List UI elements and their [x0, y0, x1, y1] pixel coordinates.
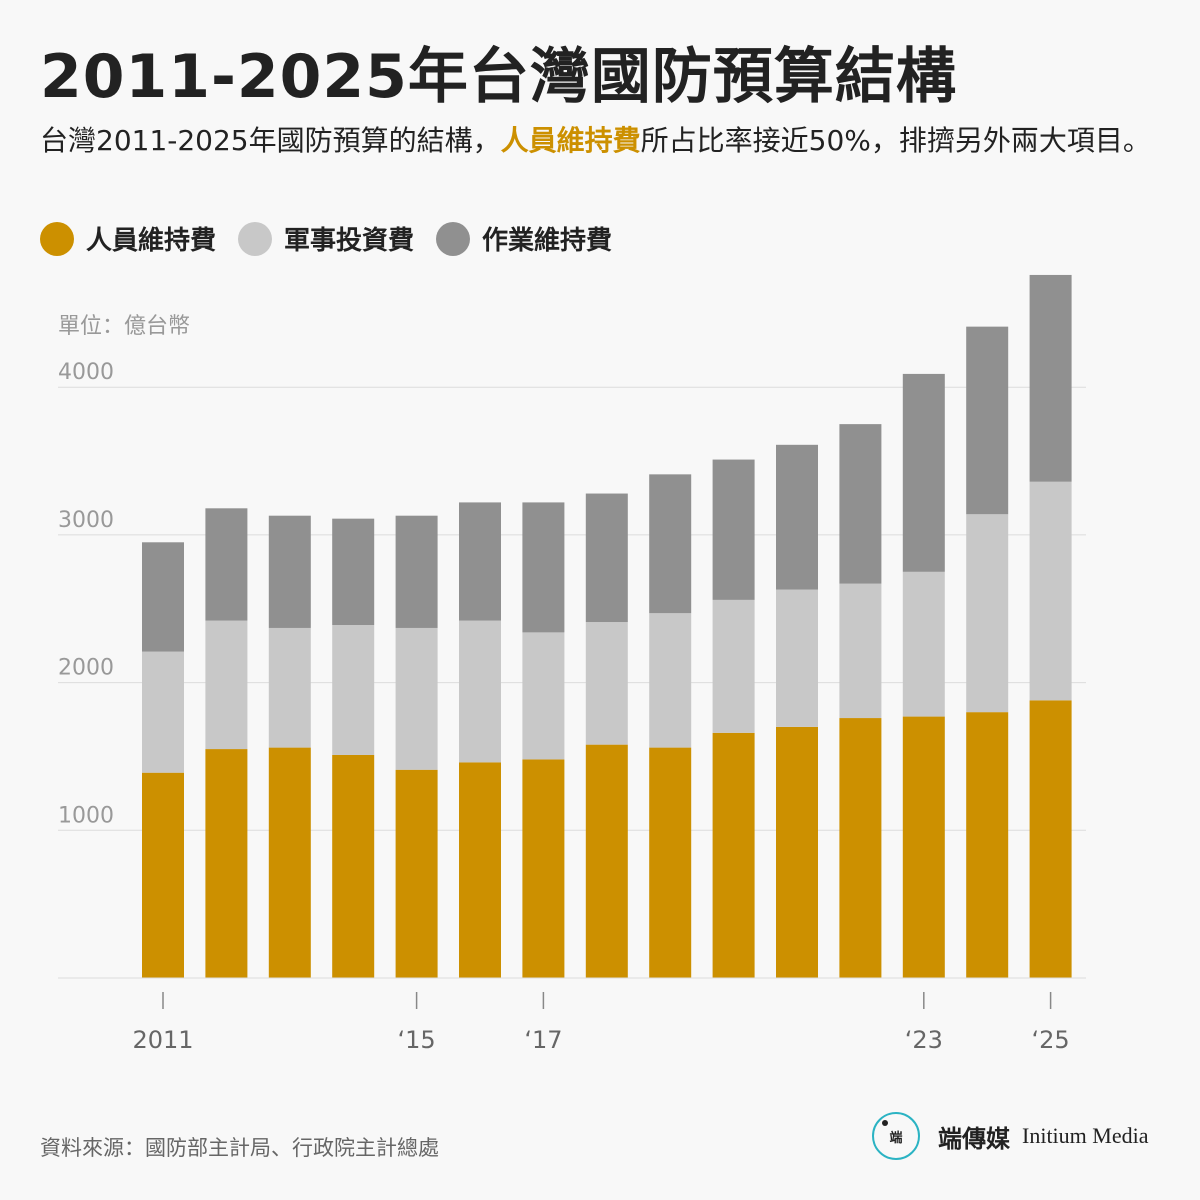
legend-label-operations: 作業維持費: [482, 226, 613, 256]
bar-segment-2025-operations: [1029, 274, 1072, 482]
bar-segment-2016-personnel: [459, 762, 501, 978]
logo[interactable]: 端 端傳媒 Initium Media: [872, 1112, 1148, 1160]
bar-segment-2020-personnel: [712, 732, 755, 978]
bar-segment-2012-investment: [205, 620, 248, 750]
bar-segment-2017-investment: [522, 632, 565, 760]
bar-segment-2022-personnel: [839, 718, 882, 978]
y-tick-label: 3000: [58, 508, 114, 533]
subtitle-highlight: 人員維持費: [500, 124, 641, 157]
bar-segment-2019-personnel: [649, 747, 692, 978]
legend-swatch-personnel: [40, 221, 74, 256]
bar-segment-2023-investment: [902, 571, 945, 717]
subtitle-text-before: 台灣2011-2025年國防預算的結構，: [40, 124, 501, 157]
bar-segment-2011-investment: [142, 651, 184, 773]
bar-segment-2013-operations: [268, 515, 311, 628]
legend-item-personnel: 人員維持費: [40, 220, 216, 257]
bar-segment-2015-investment: [395, 627, 438, 770]
bar-segment-2025-investment: [1029, 481, 1072, 701]
bar-segment-2018-personnel: [585, 744, 628, 978]
x-tick-label: 2011: [132, 1026, 193, 1054]
bar-segment-2014-investment: [332, 624, 375, 755]
bar-segment-2020-investment: [712, 599, 755, 733]
legend-item-investment: 軍事投資費: [238, 220, 414, 257]
bar-segment-2016-operations: [459, 502, 501, 621]
logo-mark-icon: 端: [872, 1112, 920, 1160]
bar-segment-2017-personnel: [522, 759, 565, 978]
bar-segment-2011-operations: [142, 542, 184, 652]
bar-segment-2019-operations: [649, 474, 692, 614]
bar-segment-2021-operations: [776, 444, 818, 590]
bar-segment-2014-personnel: [332, 754, 375, 978]
bar-segment-2016-investment: [459, 620, 501, 763]
bar-segment-2021-personnel: [776, 726, 818, 978]
bar-segment-2022-investment: [839, 583, 882, 719]
legend-item-operations: 作業維持費: [436, 220, 612, 257]
legend-label-investment: 軍事投資費: [284, 226, 415, 256]
bar-segment-2018-operations: [585, 493, 628, 623]
bar-segment-2024-operations: [966, 326, 1009, 515]
bar-segment-2017-operations: [522, 502, 565, 633]
bar-segment-2025-personnel: [1029, 700, 1072, 978]
bar-segment-2012-personnel: [205, 749, 248, 978]
bar-segment-2024-personnel: [966, 712, 1009, 978]
bar-segment-2020-operations: [712, 459, 755, 600]
x-tick-label: ‘15: [398, 1026, 436, 1054]
bar-segment-2015-operations: [395, 515, 438, 628]
subtitle-text-after: 所占比率接近50%，排擠另外兩大項目。: [640, 124, 1151, 157]
chart-subtitle: 台灣2011-2025年國防預算的結構，人員維持費所占比率接近50%，排擠另外兩…: [40, 118, 1170, 164]
chart-title: 2011-2025年台灣國防預算結構: [40, 42, 957, 112]
bar-segment-2018-investment: [585, 622, 628, 745]
logo-mark-text: 端: [889, 1130, 903, 1146]
x-tick-label: ‘23: [905, 1026, 943, 1054]
legend-swatch-operations: [436, 221, 471, 256]
y-tick-label: 1000: [58, 803, 114, 828]
logo-name-en: Initium Media: [1022, 1123, 1149, 1148]
x-tick-label: ‘17: [524, 1026, 562, 1054]
y-tick-label: 2000: [58, 656, 114, 681]
logo-dot-icon: [882, 1120, 888, 1126]
legend-swatch-investment: [238, 221, 273, 256]
bar-segment-2022-operations: [839, 424, 882, 584]
bar-segment-2023-operations: [902, 373, 945, 572]
x-tick-label: ‘25: [1032, 1026, 1070, 1054]
bar-segment-2023-personnel: [902, 716, 945, 978]
bar-segment-2021-investment: [776, 589, 818, 727]
logo-name-zh: 端傳媒: [938, 1123, 1010, 1153]
bar-segment-2012-operations: [205, 508, 248, 621]
unit-label: 單位：億台幣: [58, 314, 190, 339]
bar-segment-2015-personnel: [395, 769, 438, 978]
bar-segment-2019-investment: [649, 613, 692, 748]
bar-segment-2013-investment: [268, 627, 311, 748]
y-tick-label: 4000: [58, 360, 114, 385]
bar-segment-2013-personnel: [268, 747, 311, 978]
legend-label-personnel: 人員維持費: [86, 226, 217, 256]
source-note: 資料來源：國防部主計局、行政院主計總處: [40, 1136, 439, 1160]
chart-legend: 人員維持費 軍事投資費 作業維持費: [40, 220, 634, 257]
bar-segment-2011-personnel: [142, 772, 184, 978]
bar-segment-2014-operations: [332, 518, 375, 625]
bar-segment-2024-investment: [966, 514, 1009, 713]
